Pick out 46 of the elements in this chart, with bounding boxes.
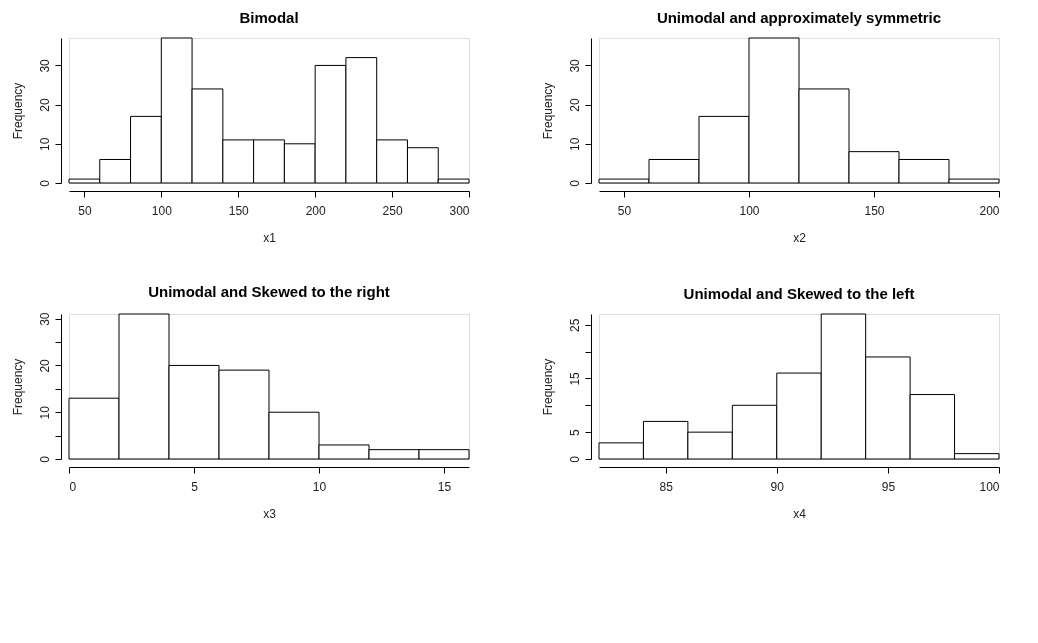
y-tick-label: 20 [567, 98, 582, 112]
y-tick-label: 25 [567, 318, 582, 332]
y-tick-label: 15 [567, 371, 582, 386]
x-tick-label: 95 [881, 479, 896, 494]
x-tick-label: 150 [228, 203, 250, 218]
x-tick-label: 100 [979, 479, 1000, 494]
y-tick-label: 20 [37, 358, 52, 373]
y-tick-label: 10 [37, 405, 52, 420]
x-tick-label: 90 [770, 479, 785, 494]
chart-title: Unimodal and Skewed to the left [683, 284, 915, 302]
x-tick-label: 85 [659, 479, 674, 494]
chart-title: Bimodal [239, 8, 299, 26]
y-axis-title: Frequency [10, 358, 25, 416]
x-tick-label: 200 [305, 203, 326, 218]
x-tick-label: 300 [449, 203, 470, 218]
x-tick-label: 200 [979, 203, 1000, 218]
x-axis-title: x1 [263, 230, 277, 245]
x-tick-label: 250 [382, 203, 403, 218]
x-tick-label: 150 [864, 203, 885, 218]
y-tick-label: 0 [37, 179, 52, 187]
y-axis-title: Frequency [540, 82, 555, 140]
x-tick-label: 100 [151, 203, 173, 218]
y-tick-label: 0 [37, 455, 52, 463]
y-tick-label: 5 [567, 428, 582, 436]
x-tick-label: 50 [78, 203, 92, 218]
x-tick-label: 15 [437, 479, 452, 494]
x-tick-label: 10 [312, 479, 327, 494]
x-tick-label: 50 [617, 203, 632, 218]
y-tick-label: 0 [567, 179, 582, 187]
x-axis-title: x4 [793, 506, 807, 521]
y-tick-label: 20 [37, 98, 52, 112]
y-axis-title: Frequency [10, 82, 25, 140]
y-tick-label: 0 [567, 455, 582, 463]
y-tick-label: 10 [37, 137, 52, 151]
y-tick-label: 30 [567, 58, 582, 73]
y-tick-label: 10 [567, 137, 582, 151]
y-tick-label: 30 [37, 312, 52, 326]
chart-title: Unimodal and Skewed to the right [148, 283, 390, 300]
x-tick-label: 100 [739, 203, 760, 218]
chart-title: Unimodal and approximately symmetric [656, 8, 942, 26]
x-tick-label: 5 [191, 479, 199, 494]
x-tick-label: 0 [69, 479, 77, 494]
y-axis-title: Frequency [540, 358, 555, 416]
y-tick-label: 30 [37, 58, 52, 73]
x-axis-title: x2 [793, 230, 807, 245]
x-axis-title: x3 [263, 506, 277, 521]
